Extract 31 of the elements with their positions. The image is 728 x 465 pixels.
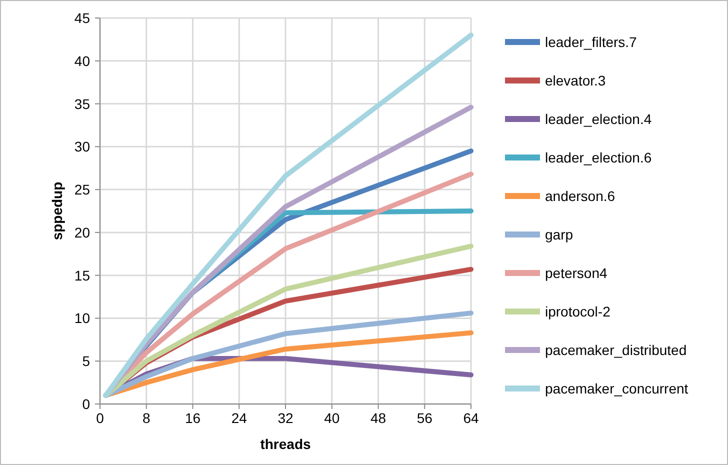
y-tick-label: 15 <box>74 267 90 284</box>
legend-label: peterson4 <box>545 265 608 281</box>
y-tick-label: 40 <box>74 52 90 69</box>
x-tick-label: 0 <box>96 410 104 426</box>
legend-label: leader_filters.7 <box>545 34 638 50</box>
x-tick-label: 16 <box>184 410 201 426</box>
x-tick-label: 48 <box>370 410 386 426</box>
legend-label: iprotocol-2 <box>545 304 611 320</box>
y-tick-label: 0 <box>82 396 90 412</box>
y-tick-label: 20 <box>74 224 90 240</box>
legend-label: elevator.3 <box>545 72 606 88</box>
y-tick-label: 30 <box>74 138 90 155</box>
x-tick-label: 56 <box>416 410 433 426</box>
legend-label: leader_election.4 <box>545 111 652 127</box>
legend-label: pacemaker_distributed <box>545 342 687 358</box>
legend-label: anderson.6 <box>545 188 616 204</box>
x-tick-label: 40 <box>324 410 340 426</box>
legend-label: pacemaker_concurrent <box>545 380 688 396</box>
y-tick-label: 35 <box>74 96 90 112</box>
x-tick-label: 8 <box>142 410 150 426</box>
legend-label: garp <box>545 226 574 242</box>
y-tick-label: 25 <box>74 182 90 198</box>
legend-label: leader_election.6 <box>545 150 652 166</box>
y-tick-label: 45 <box>74 10 90 26</box>
y-tick-label: 5 <box>82 353 90 370</box>
x-tick-label: 64 <box>463 410 479 426</box>
y-axis-title: sppedup <box>49 182 65 240</box>
y-tick-label: 10 <box>74 310 90 326</box>
x-tick-label: 32 <box>278 410 294 426</box>
x-tick-label: 24 <box>231 410 248 426</box>
x-axis-title: threads <box>260 436 311 452</box>
